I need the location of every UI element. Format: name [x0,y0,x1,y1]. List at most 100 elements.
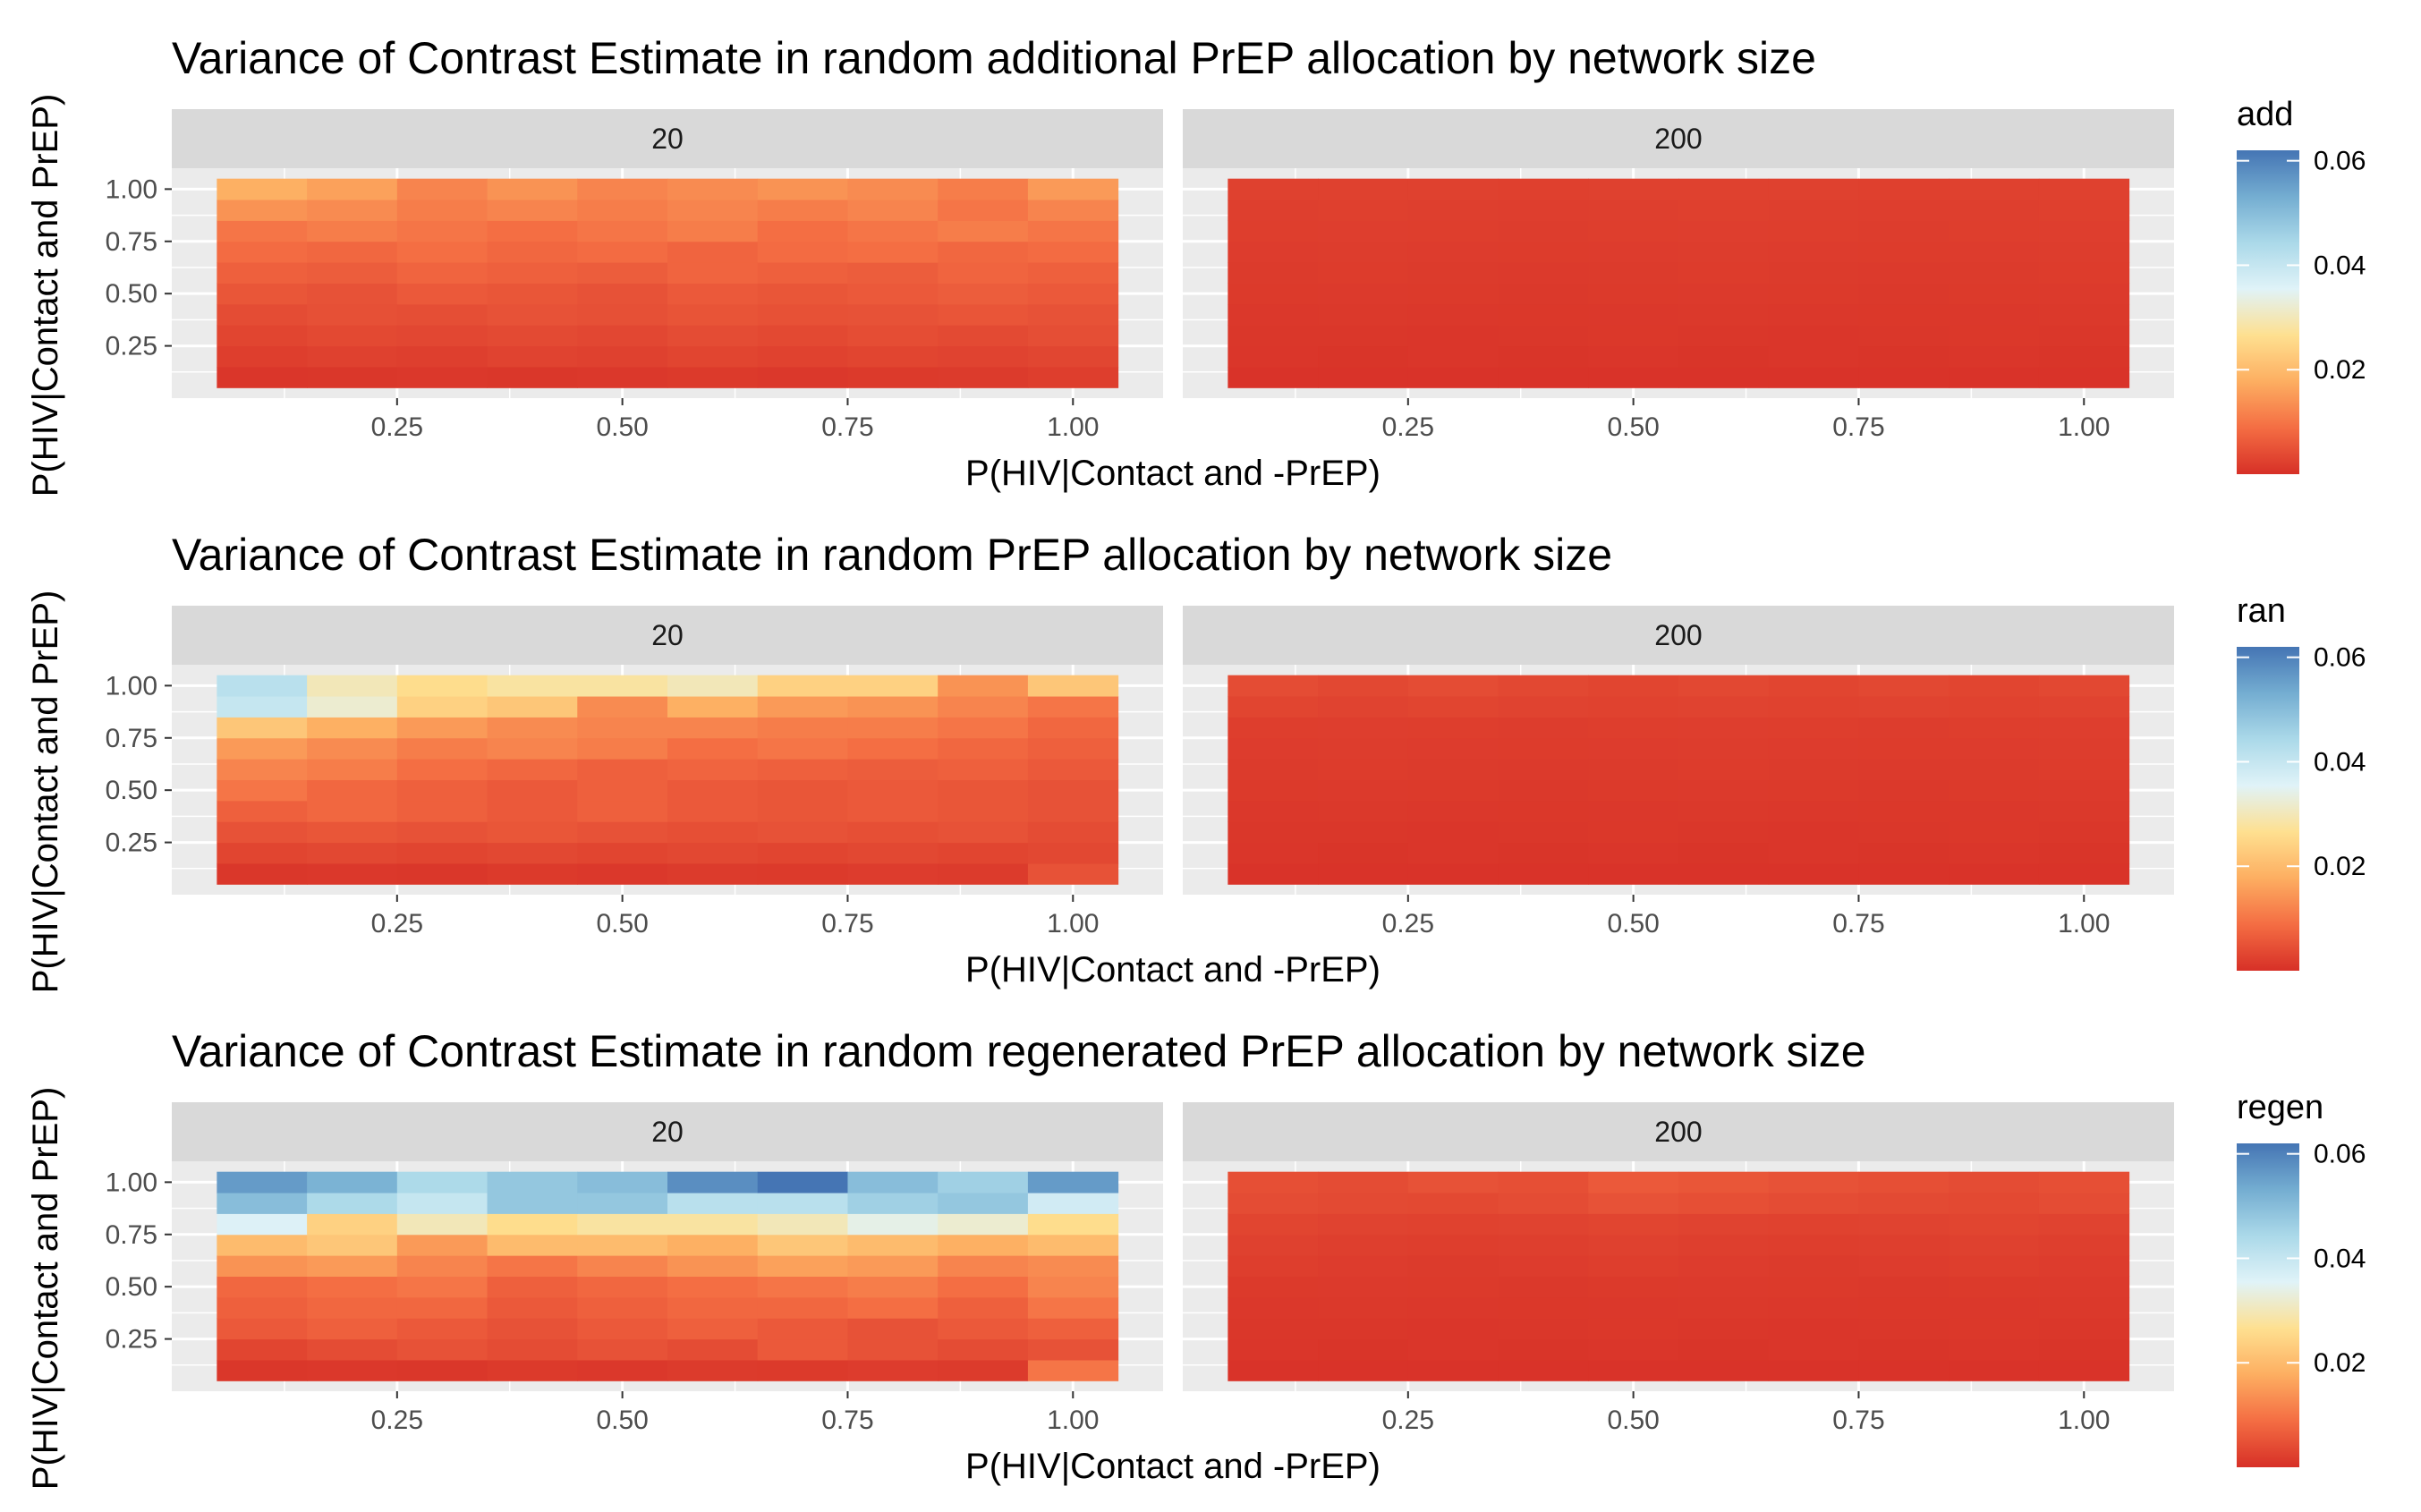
x-tick-label: 0.50 [596,1406,648,1435]
heatmap-tile [1027,1213,1119,1236]
heatmap-tile [1407,1359,1499,1381]
heatmap-tile [757,1213,848,1236]
heatmap-tile [667,1296,759,1319]
heatmap-tile [938,1338,1029,1361]
heatmap-tile [577,696,668,718]
heatmap-tile [1027,696,1119,718]
heatmap-tile [1407,779,1499,802]
heatmap-tile [1588,862,1679,885]
heatmap-tile [1318,283,1409,305]
y-tick-label: 0.50 [106,1272,157,1302]
heatmap-tile [1858,1213,1950,1236]
heatmap-tile [307,241,398,263]
heatmap-tile [1027,717,1119,739]
heatmap-tile [1768,1276,1859,1298]
heatmap-tile [1858,759,1950,780]
heatmap-tile [1318,241,1409,263]
heatmap-tile [307,345,398,368]
heatmap-tile [1588,262,1679,284]
y-tick-label: 1.00 [106,671,157,701]
heatmap-tile [1227,717,1319,739]
heatmap-tile [667,1193,759,1214]
heatmap-tile [847,366,939,388]
x-tick-label: 1.00 [2058,412,2110,442]
chart-block-3: Variance of Contrast Estimate in random … [26,1026,2366,1490]
heatmap-tile [1227,220,1319,242]
heatmap-tile [396,1213,488,1236]
heatmap-tile [2038,717,2130,739]
heatmap-tile [577,1234,668,1256]
heatmap-tile [1498,1193,1589,1214]
heatmap-tile [1949,1171,2040,1193]
heatmap-tile [1318,1193,1409,1214]
heatmap-tile [1227,800,1319,822]
heatmap-tile [1768,842,1859,864]
heatmap-tile [577,1255,668,1277]
heatmap-tile [1407,1213,1499,1236]
heatmap-tile [1318,200,1409,221]
heatmap-tile [757,800,848,822]
heatmap-tile [1407,800,1499,822]
heatmap-tile [1768,366,1859,388]
heatmap-tile [1858,262,1950,284]
heatmap-tile [938,178,1029,200]
heatmap-tile [1768,821,1859,844]
heatmap-tile [1768,862,1859,885]
heatmap-tile [1027,178,1119,200]
heatmap-tile [667,1213,759,1236]
heatmap-tile [577,675,668,697]
heatmap-tile [1498,1296,1589,1319]
heatmap-tile [1858,675,1950,697]
heatmap-tile [757,303,848,326]
heatmap-tile [577,1338,668,1361]
heatmap-tile [667,303,759,326]
heatmap-tile [2038,1338,2130,1361]
heatmap-tile [487,759,578,780]
heatmap-tile [1949,262,2040,284]
y-axis-label: P(HIV|Contact and PrEP) [26,94,65,497]
heatmap-tile [1498,241,1589,263]
heatmap-tile [577,283,668,305]
heatmap-tile [1678,1359,1770,1381]
heatmap-tile [1407,325,1499,347]
legend: regen 0.02 0.04 0.06 [2237,1089,2366,1467]
heatmap-tile [1678,1193,1770,1214]
heatmap-tile [1318,1171,1409,1193]
heatmap-tile [307,1359,398,1381]
heatmap-tile [1949,241,2040,263]
heatmap-tile [1949,1296,2040,1319]
heatmap-tile [938,1296,1029,1319]
heatmap-tile [1768,1338,1859,1361]
heatmap-tile [938,842,1029,864]
heatmap-tile [1768,1234,1859,1256]
heatmap-tile [938,1234,1029,1256]
heatmap-tile [1858,178,1950,200]
heatmap-tile [847,1213,939,1236]
heatmap-tile [1498,200,1589,221]
heatmap-tile [757,737,848,760]
heatmap-tile [487,366,578,388]
heatmap-tile [938,303,1029,326]
heatmap-tile [1318,303,1409,326]
heatmap-tile [1949,1255,2040,1277]
legend-tick-label: 0.02 [2314,355,2366,385]
heatmap-tile [757,262,848,284]
legend-tick-label: 0.06 [2314,147,2366,176]
heatmap-tile [487,1234,578,1256]
heatmap-tile [847,1359,939,1381]
heatmap-tile [938,779,1029,802]
heatmap-tile [307,1213,398,1236]
x-tick-label: 0.75 [821,1406,873,1435]
heatmap-tile [1678,262,1770,284]
heatmap-tile [1318,821,1409,844]
heatmap-tile [1949,200,2040,221]
heatmap-tile [1949,178,2040,200]
heatmap-tile [1318,345,1409,368]
heatmap-tile [577,220,668,242]
heatmap-tile [1227,241,1319,263]
heatmap-tile [487,737,578,760]
heatmap-tile [847,1234,939,1256]
heatmap-tile [1768,779,1859,802]
heatmap-tile [1498,283,1589,305]
heatmap-tile [1678,696,1770,718]
